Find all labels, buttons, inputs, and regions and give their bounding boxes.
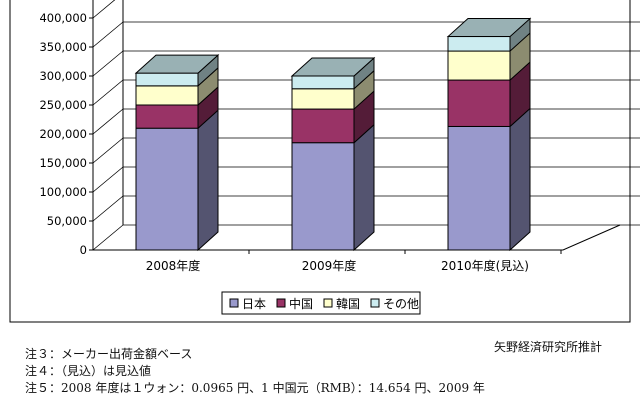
bar-segment-front (447, 125, 511, 251)
gridline-diagonal (92, 108, 124, 135)
y-tick-label: 0 (80, 243, 87, 257)
bar-segment-front (447, 79, 511, 127)
legend-swatch (229, 298, 239, 308)
bar-top (290, 57, 376, 77)
bar-segment-front (291, 75, 355, 90)
legend-label: 韓国 (336, 297, 360, 311)
footnote-4: 注４：（見込）は見込値 (25, 364, 152, 378)
y-tick-label: 50,000 (47, 214, 87, 228)
bar-segment-front (291, 142, 355, 251)
x-tick-label: 2009年度 (302, 258, 357, 273)
gridline-diagonal (92, 50, 124, 77)
y-tick-label: 300,000 (39, 69, 87, 83)
bar-segment-front (135, 104, 199, 129)
y-tick-label: 400,000 (39, 11, 87, 25)
bar-segment-front (291, 88, 355, 110)
y-tick-label: 150,000 (39, 156, 87, 170)
footnotes: 注３：メーカー出荷金額ベース 注４：（見込）は見込値 注５：2008 年度は１ウ… (25, 346, 585, 397)
y-tick-label: 350,000 (39, 40, 87, 54)
bar-segment-front (135, 85, 199, 106)
bar-top (446, 18, 532, 38)
legend-swatch (276, 298, 286, 308)
gridline-diagonal (92, 79, 124, 106)
legend-box (221, 291, 421, 315)
x-tick-label: 2008年度 (146, 258, 201, 273)
bar-segment-front (447, 50, 511, 81)
footnote-5: 注５：2008 年度は１ウォン：0.0965 円、1 中国元（RMB）：14.6… (25, 381, 485, 395)
legend-label: 中国 (289, 296, 313, 311)
source-credit: 矢野経済研究所推計 (494, 340, 603, 354)
y-tick-label: 100,000 (39, 185, 87, 199)
floor-edge (93, 224, 621, 251)
y-tick-label: 250,000 (39, 98, 87, 112)
gridline-diagonal (92, 0, 116, 19)
bar-segment-front (291, 108, 355, 144)
legend-swatch (323, 298, 333, 308)
bar-segment-front (135, 127, 199, 251)
bar-segment-side (509, 107, 531, 252)
footnote-3: 注３：メーカー出荷金額ベース (25, 347, 193, 361)
legend-label: 日本 (242, 297, 266, 311)
y-tick-label: 200,000 (39, 127, 87, 141)
bar-segment-side (353, 123, 375, 252)
bar-segment-side (197, 109, 219, 252)
bar-segment-front (447, 36, 511, 52)
gridline-diagonal (92, 21, 124, 48)
bar-segment-front (135, 72, 199, 87)
gridline-diagonal (92, 195, 124, 222)
chart-bars (134, 17, 532, 252)
chart-legend: 日本 中国 韓国 その他 (221, 291, 421, 315)
legend-swatch (370, 298, 380, 308)
gridline-diagonal (92, 224, 124, 251)
chart-frame (9, 0, 631, 323)
gridline-diagonal (92, 137, 124, 164)
chart-axes: 0 50,000 100,000 150,000 200,000 250,000 300,0… (39, 0, 562, 273)
legend-label: その他 (383, 297, 419, 311)
bar-top (134, 54, 220, 74)
gridline-diagonal (92, 166, 124, 193)
x-tick-label: 2010年度(見込) (441, 258, 529, 273)
